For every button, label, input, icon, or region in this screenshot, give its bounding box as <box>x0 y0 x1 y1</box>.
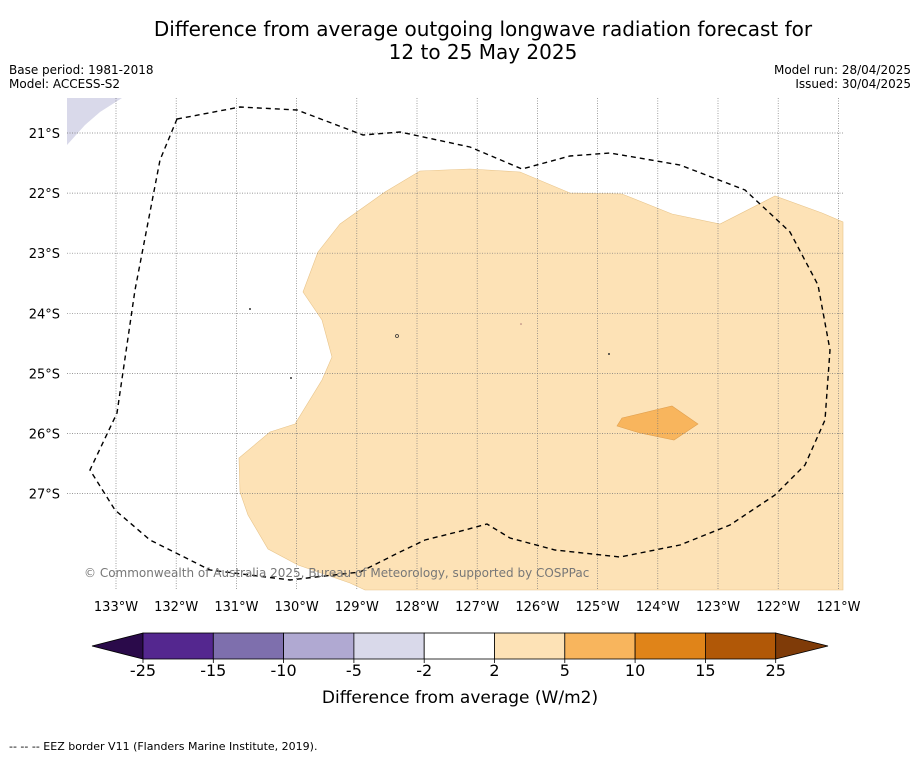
colorbar-segment <box>564 632 636 660</box>
longitude-label: 133°W <box>94 600 138 615</box>
colorbar-arrow-low <box>91 632 144 660</box>
longitude-label: 132°W <box>154 600 198 615</box>
positive-anomaly-region <box>238 168 844 591</box>
meta-right: Model run: 28/04/2025 Issued: 30/04/2025 <box>774 63 911 91</box>
negative-anomaly-region <box>67 98 122 145</box>
latitude-labels: 21°S 22°S 23°S 24°S 25°S 26°S 27°S <box>29 127 60 503</box>
model-text: Model: ACCESS-S2 <box>9 77 121 91</box>
issued-text: Issued: 30/04/2025 <box>795 77 911 91</box>
map-panel: © Commonwealth of Australia 2025, Bureau… <box>67 98 844 591</box>
latitude-label: 26°S <box>29 428 60 443</box>
title-line-1: Difference from average outgoing longwav… <box>153 17 813 41</box>
colorbar-segment <box>705 632 777 660</box>
speck <box>249 308 251 310</box>
longitude-label: 123°W <box>696 600 740 615</box>
longitude-labels: 133°W 132°W 131°W 130°W 129°W 128°W 127°W 126°W… <box>94 600 861 615</box>
title-line-2: 12 to 25 May 2025 <box>388 40 578 64</box>
latitude-label: 24°S <box>29 307 60 322</box>
colorbar-tick-label: 5 <box>560 661 570 680</box>
longitude-label: 130°W <box>275 600 319 615</box>
copyright-text: © Commonwealth of Australia 2025, Bureau… <box>84 566 589 580</box>
colorbar-tick-label: -15 <box>200 661 226 680</box>
eez-border <box>89 106 831 581</box>
longitude-label: 131°W <box>214 600 258 615</box>
footer-note: -- -- -- EEZ border V11 (Flanders Marine… <box>9 740 318 753</box>
longitude-label: 128°W <box>395 600 439 615</box>
latitude-label: 25°S <box>29 367 60 382</box>
colorbar-tick-label: 25 <box>766 661 786 680</box>
colorbar-tick-label: -10 <box>271 661 297 680</box>
base-period-text: Base period: 1981-2018 <box>9 63 154 77</box>
colorbar-tick-label: -2 <box>416 661 432 680</box>
latitude-label: 22°S <box>29 187 60 202</box>
colorbar-arrow-high <box>775 632 829 660</box>
speck <box>290 377 292 379</box>
speck <box>608 353 610 355</box>
colorbar-segment <box>494 632 566 660</box>
colorbar-segment <box>353 632 425 660</box>
longitude-label: 129°W <box>335 600 379 615</box>
colorbar-label: Difference from average (W/m2) <box>322 688 598 708</box>
meta-left: Base period: 1981-2018 Model: ACCESS-S2 <box>9 63 154 91</box>
latitude-label: 21°S <box>29 127 60 142</box>
colorbar-segment <box>142 632 214 660</box>
colorbar-tick-label: 15 <box>695 661 715 680</box>
longitude-label: 124°W <box>636 600 680 615</box>
longitude-label: 127°W <box>455 600 499 615</box>
longitude-label: 122°W <box>756 600 800 615</box>
colorbar-segment <box>423 632 495 660</box>
colorbar-segment <box>634 632 706 660</box>
speck <box>395 334 399 338</box>
latitude-label: 27°S <box>29 488 60 503</box>
colorbar-segment <box>283 632 355 660</box>
colorbar-ticks: -25 -15 -10 -5 -2 2 5 10 15 25 <box>130 659 786 680</box>
longitude-label: 121°W <box>816 600 860 615</box>
longitude-label: 125°W <box>576 600 620 615</box>
colorbar-tick-label: -5 <box>346 661 362 680</box>
colorbar-tick-label: -25 <box>130 661 156 680</box>
gridlines <box>67 98 843 590</box>
longitude-label: 126°W <box>515 600 559 615</box>
chart-title: Difference from average outgoing longwav… <box>0 18 919 64</box>
latitude-label: 23°S <box>29 247 60 262</box>
colorbar-segment <box>212 632 285 660</box>
model-run-text: Model run: 28/04/2025 <box>773 63 911 77</box>
speck <box>520 323 522 325</box>
colorbar-tick-label: 10 <box>625 661 645 680</box>
colorbar-tick-label: 2 <box>489 661 499 680</box>
colorbar <box>91 632 829 660</box>
